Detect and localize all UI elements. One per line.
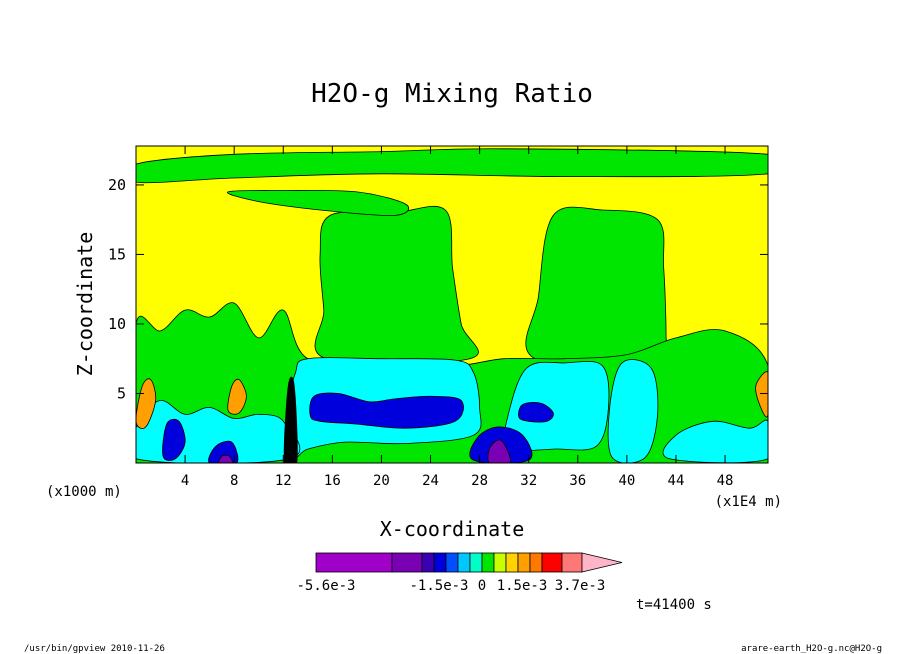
y-tick-label: 20 bbox=[108, 176, 126, 194]
contour-region-dark bbox=[283, 376, 298, 463]
contour-region-blue bbox=[309, 392, 464, 429]
y-tick-label: 10 bbox=[108, 315, 126, 333]
colorbar-swatch bbox=[517, 552, 531, 573]
contour-region-green bbox=[227, 189, 410, 217]
x-tick-label: 16 bbox=[324, 473, 341, 489]
colorbar-swatch bbox=[493, 552, 507, 573]
x-axis-label: X-coordinate bbox=[380, 517, 525, 541]
footer-right: arare-earth_H2O-g.nc@H2O-g bbox=[741, 644, 882, 654]
contour-region-green bbox=[136, 148, 768, 184]
contour-region-orange bbox=[136, 378, 157, 429]
colorbar-swatch bbox=[469, 552, 483, 573]
colorbar-swatch bbox=[541, 552, 563, 573]
colorbar-swatch bbox=[457, 552, 471, 573]
plot-area bbox=[136, 146, 768, 463]
x-unit-right: (x1E4 m) bbox=[715, 494, 782, 510]
contour-region-blue bbox=[162, 418, 186, 461]
colorbar-tick-label: 0 bbox=[478, 578, 486, 594]
contour-region-orange bbox=[227, 378, 247, 415]
x-axis: 4 8 12 16 20 24 28 32 36 40 44 48 bbox=[181, 146, 734, 489]
y-axis-label: Z-coordinate bbox=[73, 232, 97, 377]
contour-region-green bbox=[525, 206, 675, 369]
x-tick-label: 40 bbox=[618, 473, 635, 489]
y-tick-label: 5 bbox=[117, 384, 126, 402]
x-unit-left: (x1000 m) bbox=[46, 484, 122, 500]
colorbar-tick-labels: -5.6e-3 -1.5e-3 0 1.5e-3 3.7e-3 bbox=[296, 578, 605, 594]
chart-title: H2O-g Mixing Ratio bbox=[311, 79, 593, 109]
contour-region-purple bbox=[218, 454, 233, 463]
colorbar-swatch bbox=[433, 552, 447, 573]
colorbar-tick-label: 1.5e-3 bbox=[497, 578, 548, 594]
colorbar-swatch bbox=[421, 552, 435, 573]
time-label: t=41400 s bbox=[636, 597, 712, 613]
colorbar-swatch bbox=[505, 552, 519, 573]
colorbar bbox=[315, 552, 623, 573]
contour-region-blue bbox=[518, 402, 554, 423]
contour-regions bbox=[136, 148, 768, 463]
footer-left: /usr/bin/gpview 2010-11-26 bbox=[24, 644, 165, 654]
contour-region-cyan bbox=[607, 359, 659, 463]
contour-region-cyan bbox=[502, 360, 610, 459]
colorbar-swatch bbox=[561, 552, 583, 573]
y-tick-label: 15 bbox=[108, 245, 126, 263]
x-tick-label: 48 bbox=[717, 473, 734, 489]
colorbar-swatch bbox=[445, 552, 459, 573]
x-tick-label: 32 bbox=[520, 473, 537, 489]
y-axis: 5 10 15 20 bbox=[108, 176, 768, 402]
colorbar-swatch bbox=[481, 552, 495, 573]
x-tick-label: 12 bbox=[275, 473, 292, 489]
contour-region-green bbox=[314, 205, 479, 365]
plot-frame bbox=[135, 145, 769, 464]
x-tick-label: 4 bbox=[181, 473, 189, 489]
x-tick-label: 44 bbox=[668, 473, 685, 489]
colorbar-tick-label: 3.7e-3 bbox=[555, 578, 606, 594]
colorbar-swatch bbox=[529, 552, 543, 573]
x-tick-label: 28 bbox=[471, 473, 488, 489]
colorbar-tick-label: -5.6e-3 bbox=[296, 578, 355, 594]
x-tick-label: 20 bbox=[373, 473, 390, 489]
colorbar-swatch bbox=[391, 552, 423, 573]
colorbar-tick-label: -1.5e-3 bbox=[409, 578, 468, 594]
contour-region-orange bbox=[755, 371, 768, 418]
x-tick-label: 36 bbox=[569, 473, 586, 489]
x-tick-label: 24 bbox=[422, 473, 439, 489]
colorbar-extend-arrow bbox=[581, 552, 623, 573]
x-tick-label: 8 bbox=[230, 473, 238, 489]
contour-region-cyan bbox=[662, 419, 768, 463]
colorbar-swatch bbox=[315, 552, 393, 573]
contour-region-purple bbox=[487, 439, 512, 463]
